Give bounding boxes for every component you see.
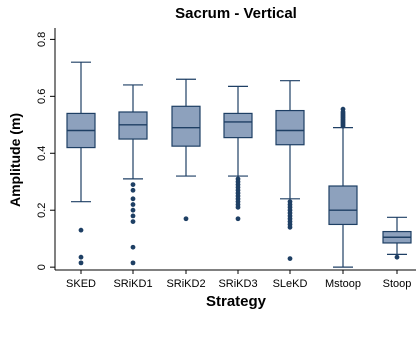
x-tick-label: SRiKD2 xyxy=(166,278,205,290)
x-tick-label: SRiKD3 xyxy=(218,278,257,290)
box-group xyxy=(382,216,412,260)
outlier-point xyxy=(130,213,136,219)
outlier-point xyxy=(130,187,136,193)
box-iqr xyxy=(118,111,148,140)
x-tick-label: Stoop xyxy=(383,278,412,290)
box-iqr xyxy=(223,112,253,139)
outlier-point xyxy=(130,207,136,213)
y-tick-label: 0.6 xyxy=(36,89,48,104)
chart-title: Sacrum - Vertical xyxy=(175,5,297,22)
outlier-point xyxy=(130,182,136,187)
box-iqr xyxy=(328,185,358,226)
x-tick-label: SKED xyxy=(66,278,96,290)
outlier-point xyxy=(130,202,136,207)
box-series xyxy=(66,61,412,268)
y-tick-label: 0 xyxy=(36,264,48,270)
box-group xyxy=(275,80,305,262)
outlier-point xyxy=(394,254,400,260)
y-axis-ticks: 0 0.2 0.4 0.6 0.8 xyxy=(36,32,55,270)
outlier-point xyxy=(78,260,84,266)
outlier-point xyxy=(130,244,136,250)
outlier-point xyxy=(287,256,293,262)
x-tick-label: Mstoop xyxy=(325,278,361,290)
x-tick-label: SLeKD xyxy=(273,278,308,290)
outlier-point xyxy=(183,216,189,222)
box-iqr xyxy=(171,105,201,147)
box-group xyxy=(66,61,96,266)
y-tick-label: 0.4 xyxy=(36,146,48,161)
y-tick-label: 0.8 xyxy=(36,32,48,47)
x-axis-ticks: SKED SRiKD1 SRiKD2 SRiKD3 SLeKD Mstoop Stoop xyxy=(66,270,411,290)
outlier-point xyxy=(340,106,346,112)
outlier-point xyxy=(130,260,136,266)
y-axis-label: Amplitude (m) xyxy=(7,113,23,207)
box-group xyxy=(223,85,253,222)
outlier-point xyxy=(78,254,84,260)
box-group xyxy=(328,106,358,268)
box-group xyxy=(171,78,201,222)
box-iqr xyxy=(275,109,305,146)
outlier-point xyxy=(287,224,293,230)
outlier-point xyxy=(78,227,84,233)
outlier-point xyxy=(130,219,136,225)
outlier-point xyxy=(235,216,241,222)
box-group xyxy=(118,84,148,266)
x-tick-label: SRiKD1 xyxy=(113,278,152,290)
outlier-point xyxy=(235,204,241,210)
outlier-point xyxy=(130,196,136,202)
x-axis-label: Strategy xyxy=(206,293,267,310)
y-tick-label: 0.2 xyxy=(36,203,48,218)
